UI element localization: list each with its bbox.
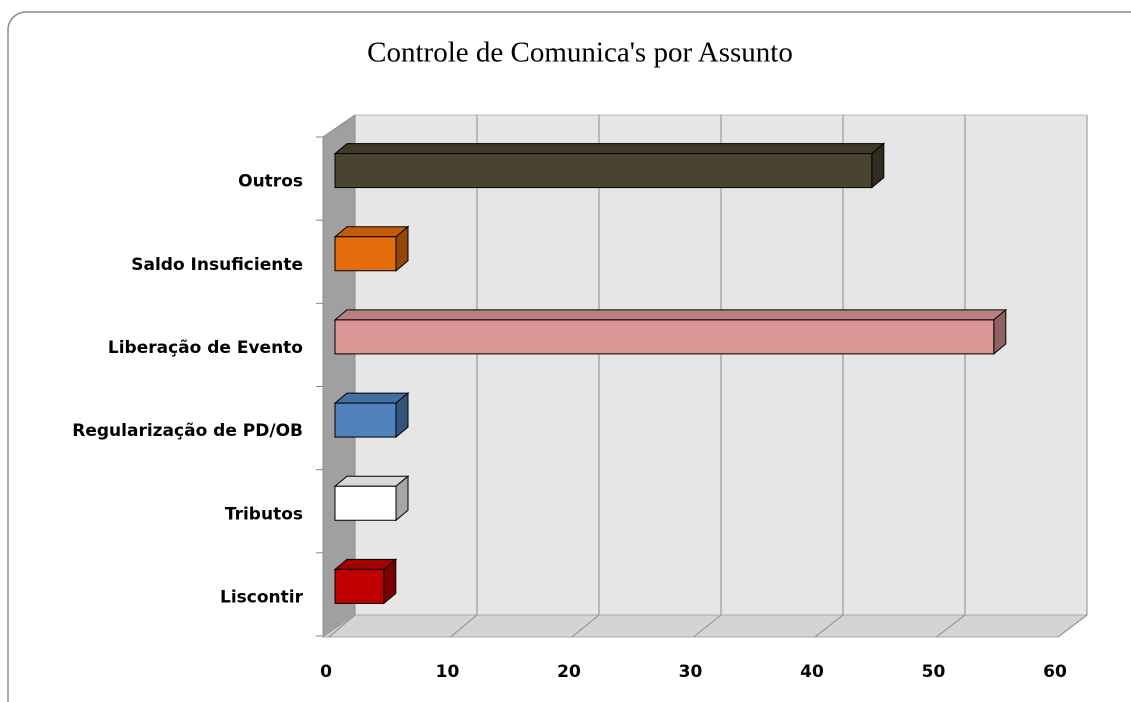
- y-tick-label: Regularização de PD/OB: [72, 421, 303, 441]
- x-tick-label: 60: [1043, 662, 1067, 682]
- grid-line-floor: [1057, 614, 1088, 638]
- bar-front: [334, 236, 397, 272]
- x-tick-label: 50: [922, 662, 946, 682]
- y-tick-label: Tributos: [225, 504, 303, 524]
- y-tick-label: Liberação de Evento: [108, 338, 303, 358]
- chart-title: Controle de Comunica's por Assunto: [367, 37, 793, 69]
- floor: [321, 614, 1089, 638]
- x-tick-label: 30: [679, 662, 703, 682]
- grid-line: [1057, 115, 1088, 638]
- bar-top: [333, 309, 1008, 321]
- x-tick-label: 10: [436, 662, 460, 682]
- grid-line: [936, 115, 966, 638]
- x-tick-label: 0: [320, 662, 332, 682]
- bar: [333, 558, 398, 605]
- bar-front: [334, 153, 873, 189]
- bar: [333, 475, 410, 522]
- bar: [333, 308, 1008, 355]
- grid-line-floor: [328, 614, 356, 638]
- bar: [333, 392, 410, 439]
- bar-top: [333, 143, 886, 155]
- bar-front: [334, 319, 995, 355]
- x-tick-label: 20: [557, 662, 581, 682]
- grid-line-floor: [450, 614, 478, 638]
- grid-line-floor: [936, 614, 966, 638]
- grid-line-floor: [693, 614, 722, 638]
- grid-line: [328, 115, 356, 638]
- grid-line: [571, 115, 600, 638]
- bar: [333, 142, 886, 189]
- bar-front: [334, 402, 397, 438]
- bar-front: [334, 485, 397, 521]
- x-tick-label: 40: [800, 662, 824, 682]
- grid-line-floor: [814, 614, 844, 638]
- side-wall: [322, 114, 356, 638]
- grid-line: [814, 115, 844, 638]
- grid-line: [450, 115, 478, 638]
- y-tick-label: Saldo Insuficiente: [131, 255, 303, 275]
- y-tick-label: Outros: [238, 172, 303, 192]
- bar-front: [334, 568, 385, 604]
- bar: [333, 225, 410, 272]
- grid-line-floor: [571, 614, 600, 638]
- grid-line: [693, 115, 722, 638]
- y-tick-label: Liscontir: [220, 587, 304, 607]
